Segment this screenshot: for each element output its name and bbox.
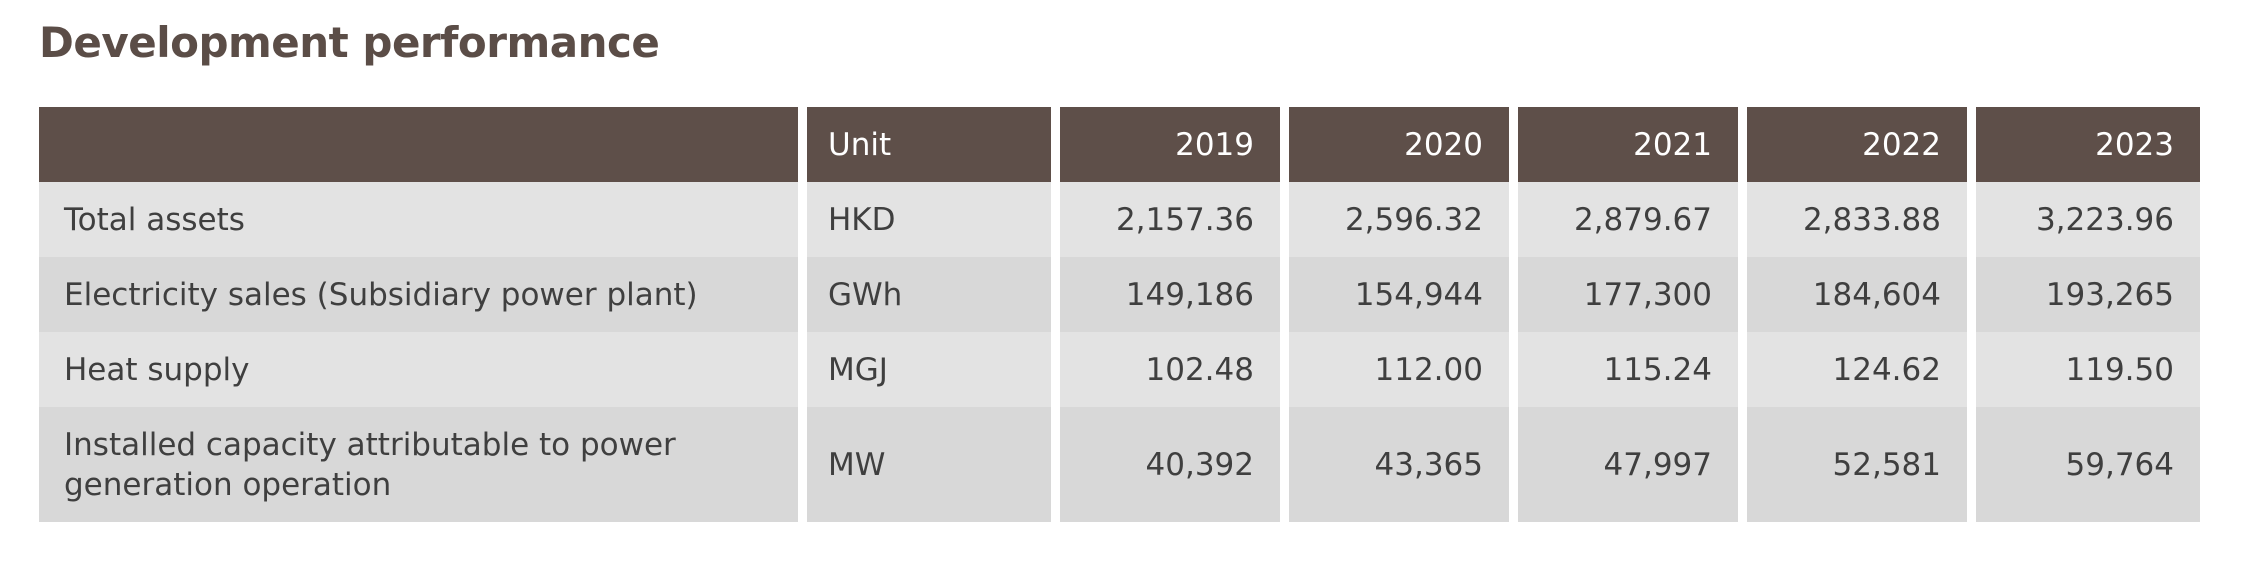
row-unit: MGJ xyxy=(807,332,1051,407)
header-year-2020: 2020 xyxy=(1289,107,1509,182)
value-2021: 47,997 xyxy=(1518,407,1738,522)
value-2021: 2,879.67 xyxy=(1518,182,1738,257)
row-label-cell: Installed capacity attributable to power… xyxy=(39,407,798,522)
value-2019: 102.48 xyxy=(1060,332,1280,407)
row-unit: GWh xyxy=(807,257,1051,332)
value-2020: 112.00 xyxy=(1289,332,1509,407)
table-body: Total assets HKD 2,157.36 2,596.32 2,879… xyxy=(39,182,2200,522)
header-year-2019: 2019 xyxy=(1060,107,1280,182)
value-2022: 124.62 xyxy=(1747,332,1967,407)
row-unit: MW xyxy=(807,407,1051,522)
value-2021: 177,300 xyxy=(1518,257,1738,332)
header-row: Unit 2019 2020 2021 2022 2023 xyxy=(39,107,2200,182)
header-unit-cell: Unit xyxy=(807,107,1051,182)
value-2023: 3,223.96 xyxy=(1976,182,2200,257)
row-label: Total assets xyxy=(39,182,798,257)
value-2023: 119.50 xyxy=(1976,332,2200,407)
row-label: Installed capacity attributable to power… xyxy=(64,426,676,503)
table-row-total-assets: Total assets HKD 2,157.36 2,596.32 2,879… xyxy=(39,182,2200,257)
value-2020: 43,365 xyxy=(1289,407,1509,522)
value-2021: 115.24 xyxy=(1518,332,1738,407)
row-label: Heat supply xyxy=(39,332,798,407)
value-2020: 2,596.32 xyxy=(1289,182,1509,257)
value-2022: 2,833.88 xyxy=(1747,182,1967,257)
value-2020: 154,944 xyxy=(1289,257,1509,332)
table-row-installed-capacity: Installed capacity attributable to power… xyxy=(39,407,2200,522)
value-2022: 52,581 xyxy=(1747,407,1967,522)
header-year-2023: 2023 xyxy=(1976,107,2200,182)
value-2019: 2,157.36 xyxy=(1060,182,1280,257)
table-header: Unit 2019 2020 2021 2022 2023 xyxy=(39,107,2200,182)
header-year-2021: 2021 xyxy=(1518,107,1738,182)
table-row-electricity-sales: Electricity sales (Subsidiary power plan… xyxy=(39,257,2200,332)
value-2019: 149,186 xyxy=(1060,257,1280,332)
value-2023: 59,764 xyxy=(1976,407,2200,522)
page-title: Development performance xyxy=(39,18,660,67)
header-year-2022: 2022 xyxy=(1747,107,1967,182)
header-item-cell xyxy=(39,107,798,182)
performance-table: Unit 2019 2020 2021 2022 2023 Total asse… xyxy=(30,107,2209,522)
value-2022: 184,604 xyxy=(1747,257,1967,332)
row-label: Electricity sales (Subsidiary power plan… xyxy=(39,257,798,332)
row-unit: HKD xyxy=(807,182,1051,257)
table-row-heat-supply: Heat supply MGJ 102.48 112.00 115.24 124… xyxy=(39,332,2200,407)
value-2019: 40,392 xyxy=(1060,407,1280,522)
value-2023: 193,265 xyxy=(1976,257,2200,332)
